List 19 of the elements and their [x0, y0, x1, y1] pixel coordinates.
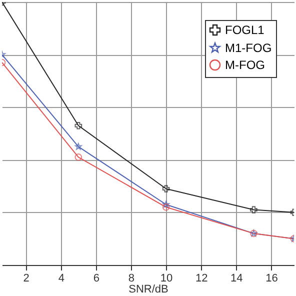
point — [250, 206, 258, 214]
point — [74, 122, 82, 130]
point — [74, 154, 82, 161]
x-tick-label: 4 — [58, 272, 64, 284]
point — [162, 203, 170, 211]
x-tick-label: 6 — [93, 272, 100, 284]
point — [162, 200, 170, 208]
point — [74, 142, 82, 150]
legend-label: M-FOG — [225, 58, 265, 72]
x-tick-label: 14 — [230, 272, 243, 284]
legend-label: M1-FOG — [225, 41, 272, 55]
x-tick-label: 8 — [128, 272, 135, 284]
legend-label: FOGL1 — [225, 23, 265, 37]
point — [162, 185, 170, 192]
x-tick-label: 16 — [266, 272, 278, 284]
x-axis-title: SNR/dB — [128, 284, 168, 296]
x-tick-label: 12 — [195, 272, 208, 284]
x-tick-label: 2 — [23, 272, 30, 284]
x-tick-label: 10 — [160, 272, 173, 284]
